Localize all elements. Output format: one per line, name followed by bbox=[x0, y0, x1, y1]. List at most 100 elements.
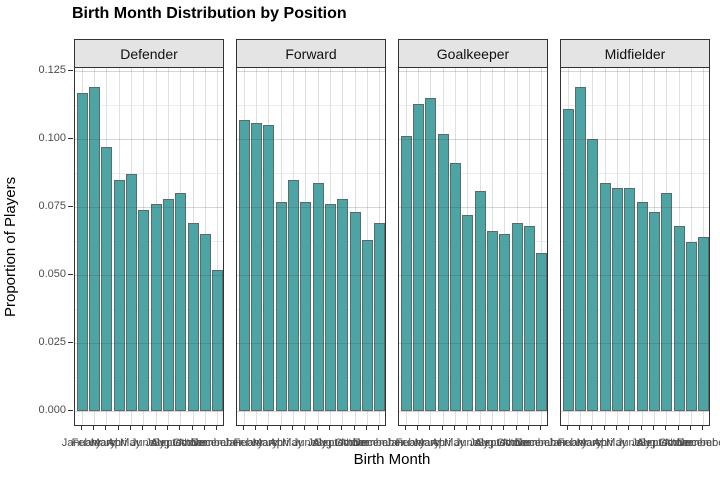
x-tick-mark bbox=[404, 426, 406, 430]
x-tick-label: June bbox=[130, 437, 155, 449]
y-tick-label: 0.125 bbox=[38, 64, 66, 76]
gridline-minor-y bbox=[399, 173, 547, 174]
facet-strip-midfielder: Midfielder bbox=[560, 39, 710, 68]
x-tick-mark bbox=[652, 426, 654, 430]
x-tick-label: October bbox=[658, 437, 698, 449]
x-tick-label: January bbox=[61, 437, 101, 449]
x-tick-label: January bbox=[547, 437, 587, 449]
x-tick-mark bbox=[441, 426, 443, 430]
x-tick-label: March bbox=[252, 437, 284, 449]
gridline-major-y bbox=[237, 343, 385, 344]
gridline-major-y bbox=[399, 275, 547, 276]
x-tick-mark bbox=[105, 426, 107, 430]
x-tick-mark bbox=[677, 426, 679, 430]
bar bbox=[187, 223, 199, 411]
x-tick-mark bbox=[640, 426, 642, 430]
gridline-major-y bbox=[399, 411, 547, 412]
x-tick-label: March bbox=[576, 437, 608, 449]
facet-label: Defender bbox=[120, 45, 178, 62]
gridline-major-y bbox=[75, 275, 223, 276]
x-tick-label: December bbox=[191, 437, 242, 449]
x-tick-label: August bbox=[312, 437, 347, 449]
bar bbox=[101, 147, 113, 411]
gridline-minor-y bbox=[561, 105, 709, 106]
x-tick-label: February bbox=[71, 437, 116, 449]
bar bbox=[648, 212, 660, 411]
x-tick-label: July bbox=[145, 437, 165, 449]
facet-label: Forward bbox=[285, 45, 337, 62]
y-tick-mark bbox=[68, 409, 73, 411]
facet-panel-goalkeeper bbox=[398, 67, 548, 426]
facet-strip-forward: Forward bbox=[236, 39, 386, 68]
gridline-major-y bbox=[561, 343, 709, 344]
x-tick-label: July bbox=[469, 437, 489, 449]
gridline-major-y bbox=[561, 139, 709, 140]
gridline-major-y bbox=[75, 207, 223, 208]
bar bbox=[150, 204, 162, 411]
x-tick-mark bbox=[304, 426, 306, 430]
bar bbox=[263, 125, 275, 411]
x-tick-label: November bbox=[340, 437, 392, 449]
x-tick-label: October bbox=[172, 437, 212, 449]
bar bbox=[673, 226, 685, 411]
gridline-minor-y bbox=[237, 173, 385, 174]
x-tick-mark bbox=[503, 426, 505, 430]
bar bbox=[413, 103, 425, 411]
x-axis-title: Birth Month bbox=[353, 451, 431, 468]
x-tick-mark bbox=[142, 426, 144, 430]
bar bbox=[337, 198, 349, 411]
x-tick-label: February bbox=[233, 437, 278, 449]
bar bbox=[523, 226, 535, 411]
x-tick-label: January bbox=[223, 437, 263, 449]
gridline-minor-y bbox=[75, 173, 223, 174]
bar bbox=[162, 198, 174, 411]
x-tick-mark bbox=[191, 426, 193, 430]
bar bbox=[288, 179, 300, 411]
x-tick-label: April bbox=[107, 437, 130, 449]
bar bbox=[562, 109, 574, 411]
x-tick-label: October bbox=[496, 437, 536, 449]
x-tick-mark bbox=[255, 426, 257, 430]
bar bbox=[462, 215, 474, 411]
bar bbox=[587, 139, 599, 411]
bar bbox=[661, 193, 673, 411]
bar bbox=[113, 179, 125, 411]
bar bbox=[425, 98, 437, 411]
bar bbox=[89, 87, 101, 411]
x-tick-label: August bbox=[636, 437, 671, 449]
x-tick-label: April bbox=[593, 437, 616, 449]
bar bbox=[324, 204, 336, 411]
gridline-major-y bbox=[237, 411, 385, 412]
x-tick-mark bbox=[80, 426, 82, 430]
facet-panel-midfielder bbox=[560, 67, 710, 426]
x-tick-mark bbox=[117, 426, 119, 430]
gridline-minor-y bbox=[561, 173, 709, 174]
bar bbox=[511, 223, 523, 411]
x-tick-mark bbox=[353, 426, 355, 430]
x-tick-label: September bbox=[638, 437, 693, 449]
facet-label: Midfielder bbox=[604, 45, 666, 62]
x-tick-mark bbox=[203, 426, 205, 430]
gridline-major-y bbox=[237, 207, 385, 208]
x-tick-mark bbox=[417, 426, 419, 430]
x-tick-label: July bbox=[631, 437, 651, 449]
bar bbox=[275, 201, 287, 411]
x-tick-mark bbox=[316, 426, 318, 430]
x-tick-mark bbox=[292, 426, 294, 430]
x-tick-label: November bbox=[178, 437, 230, 449]
bar bbox=[312, 182, 324, 411]
x-tick-label: November bbox=[664, 437, 716, 449]
bar bbox=[199, 234, 211, 411]
x-tick-mark bbox=[242, 426, 244, 430]
x-tick-mark bbox=[515, 426, 517, 430]
gridline-minor-y bbox=[237, 105, 385, 106]
x-tick-mark bbox=[490, 426, 492, 430]
gridline-major-y bbox=[237, 275, 385, 276]
x-tick-label: May bbox=[606, 437, 627, 449]
gridline-major-x bbox=[217, 68, 219, 425]
bar bbox=[400, 136, 412, 411]
gridline-major-y bbox=[399, 207, 547, 208]
x-tick-label: May bbox=[282, 437, 303, 449]
x-tick-label: July bbox=[307, 437, 327, 449]
bar bbox=[76, 92, 88, 411]
